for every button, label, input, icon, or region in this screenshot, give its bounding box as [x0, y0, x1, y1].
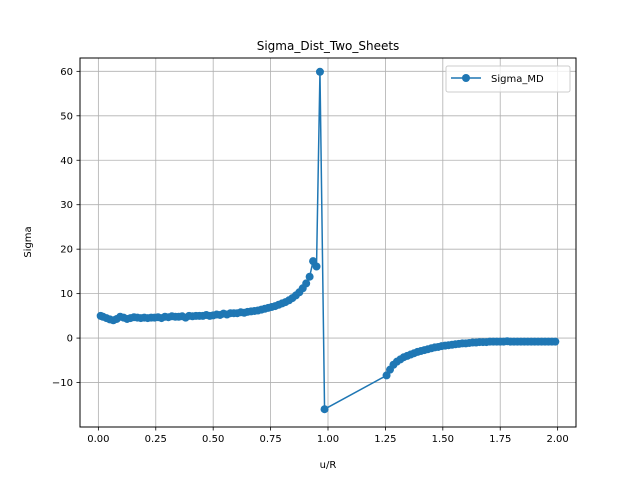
data-point [320, 405, 329, 414]
x-tick-label: 1.25 [374, 434, 396, 445]
y-tick-label: 60 [60, 67, 73, 78]
x-tick-label: 1.75 [489, 434, 511, 445]
y-tick-label: −10 [52, 378, 73, 389]
x-tick-label: 0.00 [87, 434, 109, 445]
legend-marker-swatch [462, 74, 470, 82]
x-tick-label: 0.25 [145, 434, 167, 445]
x-axis-label: u/R [320, 460, 337, 471]
y-tick-label: 50 [60, 111, 73, 122]
plot-frame [79, 57, 577, 428]
y-tick-label: 30 [60, 200, 73, 211]
x-tick-label: 0.50 [202, 434, 224, 445]
data-point [551, 337, 560, 346]
y-tick-label: 20 [60, 245, 73, 256]
legend: Sigma_MD [445, 65, 571, 93]
y-tick-label: 10 [60, 289, 73, 300]
data-point [312, 262, 321, 271]
legend-box [445, 65, 571, 93]
data-point [315, 67, 324, 76]
legend-label: Sigma_MD [491, 74, 544, 85]
y-tick-label: 0 [67, 334, 73, 345]
plot-series [96, 67, 560, 414]
data-point [302, 279, 311, 288]
y-tick-label: 40 [60, 156, 73, 167]
data-point [382, 371, 391, 380]
x-tick-label: 1.50 [432, 434, 454, 445]
x-tick-label: 2.00 [546, 434, 568, 445]
chart-title: Sigma_Dist_Two_Sheets [257, 39, 400, 53]
data-point [305, 272, 314, 281]
x-tick-label: 1.00 [317, 434, 339, 445]
y-axis-label: Sigma [23, 226, 34, 257]
axis-ticks: 0.00 0.25 0.50 0.75 1.00 1.25 1.50 1.75 2.00 −10 0… [52, 67, 569, 445]
x-tick-label: 0.75 [259, 434, 281, 445]
